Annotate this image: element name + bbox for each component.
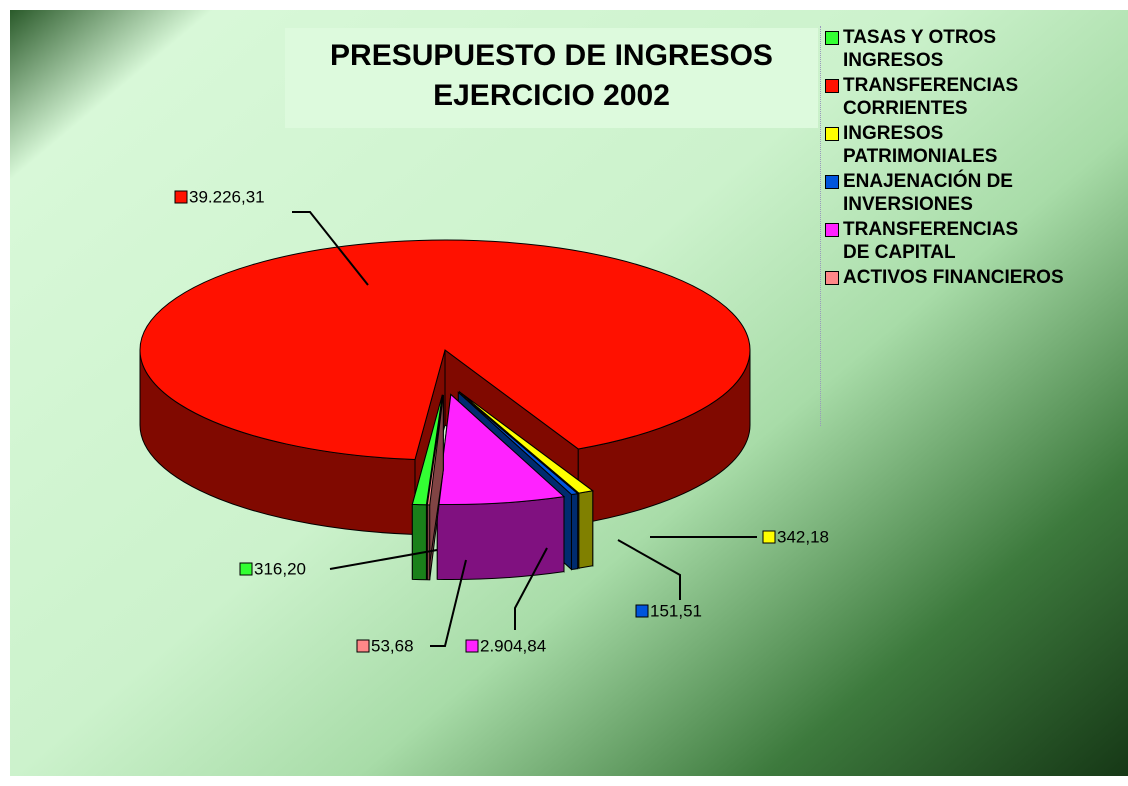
- slice: [436, 393, 566, 506]
- data-label: 316,20: [254, 559, 306, 578]
- legend-swatch: [825, 271, 839, 285]
- legend: TASAS Y OTROS INGRESOS TRANSFERENCIAS COR…: [820, 26, 1128, 426]
- legend-swatch: [825, 79, 839, 93]
- slice: [459, 391, 594, 494]
- legend-entry: ENAJENACIÓN DE INVERSIONES: [821, 170, 1128, 216]
- slice-side: [426, 504, 431, 581]
- legend-label: TRANSFERENCIAS DE CAPITAL: [843, 219, 1019, 263]
- label-swatch: [635, 604, 649, 618]
- data-label: 151,51: [650, 601, 702, 620]
- legend-swatch: [825, 31, 839, 45]
- label-swatch: [762, 530, 776, 544]
- slice: [426, 394, 444, 506]
- legend-swatch: [825, 127, 839, 141]
- legend-label: INGRESOS PATRIMONIALES: [843, 123, 998, 167]
- label-swatch: [174, 190, 188, 204]
- leader-line: [329, 549, 438, 570]
- slice-side: [436, 496, 565, 581]
- legend-label: TRANSFERENCIAS CORRIENTES: [843, 75, 1019, 119]
- data-label: 53,68: [371, 636, 414, 655]
- slice-side: [411, 503, 427, 581]
- legend-swatch: [825, 223, 839, 237]
- data-label: 2.904,84: [480, 636, 546, 655]
- leader-line: [514, 547, 548, 630]
- data-label: 39.226,31: [189, 187, 265, 206]
- legend-entry: TRANSFERENCIAS DE CAPITAL: [821, 218, 1128, 264]
- leader-line: [430, 559, 467, 647]
- chart-title: PRESUPUESTO DE INGRESOS EJERCICIO 2002: [285, 28, 818, 128]
- legend-entry: TASAS Y OTROS INGRESOS: [821, 26, 1128, 72]
- slice-side: [570, 493, 579, 571]
- legend-entry: INGRESOS PATRIMONIALES: [821, 122, 1128, 168]
- label-swatch: [465, 639, 479, 653]
- legend-swatch: [825, 175, 839, 189]
- slice: [458, 391, 579, 496]
- leader-line: [617, 539, 681, 600]
- legend-label: ACTIVOS FINANCIEROS: [843, 267, 1064, 288]
- leader-line: [292, 211, 369, 286]
- legend-label: ENAJENACIÓN DE INVERSIONES: [843, 171, 1013, 215]
- legend-entry: ACTIVOS FINANCIEROS: [821, 266, 1128, 289]
- legend-entry: TRANSFERENCIAS CORRIENTES: [821, 74, 1128, 120]
- data-label: 342,18: [777, 527, 829, 546]
- slice: [139, 239, 751, 460]
- slice: [411, 394, 443, 506]
- legend-label: TASAS Y OTROS INGRESOS: [843, 27, 997, 71]
- label-swatch: [239, 562, 253, 576]
- label-swatch: [356, 639, 370, 653]
- slice-side: [578, 490, 594, 569]
